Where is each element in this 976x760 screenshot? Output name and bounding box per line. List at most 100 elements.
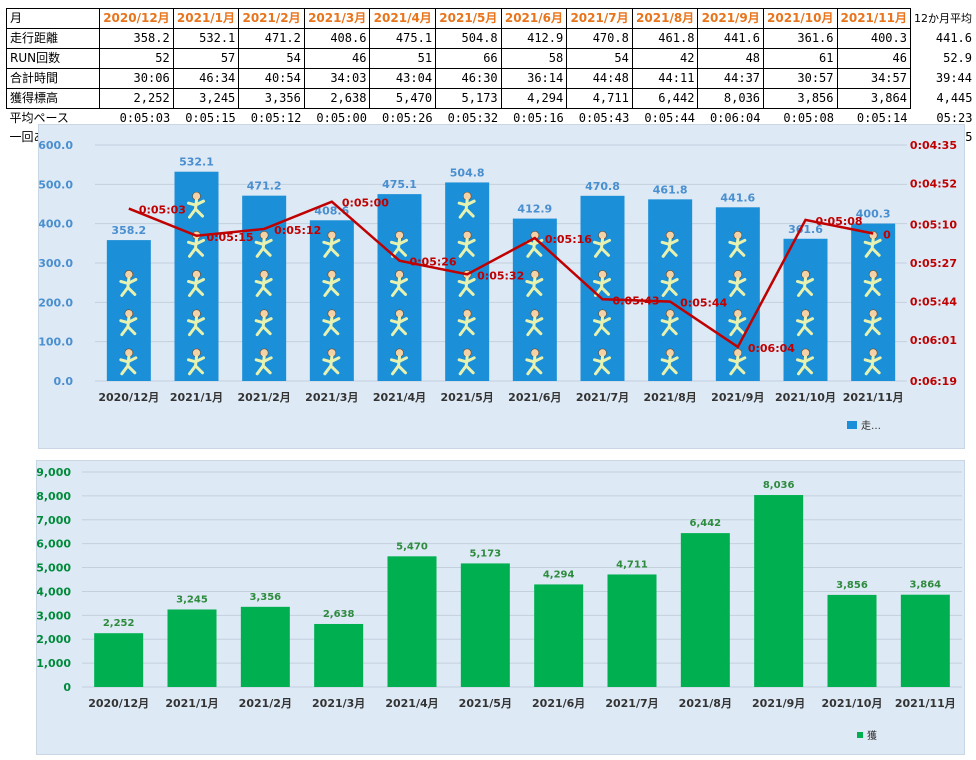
table-cell: 0:05:00	[316, 111, 367, 125]
elevation-bar	[534, 584, 584, 687]
average-cell: 441.6	[935, 31, 972, 45]
runner-body-icon	[457, 198, 476, 219]
x-axis-tick: 2021/1月	[170, 391, 223, 404]
pace-data-label: 0	[883, 229, 891, 242]
x-axis-tick: 2021/11月	[843, 391, 904, 404]
runner-body-icon	[728, 355, 747, 376]
runner-body-icon	[457, 237, 476, 258]
average-header-cell: 12か月平均	[913, 12, 972, 25]
elevation-chart-panel: 0 1,000 2,000 3,000 4,000 5,000 6,000 7,000 8,00…	[36, 460, 965, 755]
x-axis-tick: 2021/10月	[775, 391, 836, 404]
table-cell: 5,173	[435, 88, 502, 109]
pace-data-label: 0:05:00	[342, 197, 389, 210]
distance-data-label: 532.1	[179, 156, 214, 169]
right-axis-tick: 0:06:01	[910, 334, 957, 347]
month-header-cell: 2021/5月	[435, 8, 502, 29]
y-axis-tick: 7,000	[37, 514, 71, 527]
table-cell: 40:54	[238, 68, 305, 89]
table-cell: 0:05:26	[381, 111, 433, 125]
table-row: 走行距離 358.2 532.1 471.2 408.6 475.1 504.8 412.9 4…	[5, 28, 976, 49]
runner-body-icon	[863, 355, 882, 376]
table-cell: 52	[99, 48, 174, 69]
distance-bar	[715, 207, 760, 381]
x-axis-tick: 2021/6月	[532, 697, 585, 710]
pace-data-label: 0:05:15	[207, 231, 254, 244]
month-header-cell: 2021/3月	[303, 8, 371, 29]
month-header-cell: 2021/2月	[238, 8, 305, 29]
distance-bar	[377, 194, 422, 381]
runner-body-icon	[728, 316, 747, 337]
runner-body-icon	[525, 316, 544, 337]
row-label: 合計時間	[5, 68, 101, 89]
x-axis-tick: 2021/8月	[644, 391, 697, 404]
row-label: RUN回数	[5, 48, 101, 69]
table-cell: 36:14	[500, 68, 568, 89]
runner-body-icon	[119, 355, 138, 376]
table-cell: 57	[172, 48, 240, 69]
table-cell: 44:37	[697, 68, 765, 89]
left-axis-tick: 600.0	[39, 139, 73, 152]
row-label: 平均ペース	[9, 111, 69, 125]
elevation-bar	[314, 623, 364, 687]
runner-body-icon	[390, 237, 408, 258]
table-cell: 43:04	[369, 68, 437, 89]
elevation-data-label: 4,294	[543, 569, 575, 580]
table-cell: 408.6	[303, 28, 371, 49]
table-cell: 46	[303, 48, 371, 69]
runner-body-icon	[863, 316, 882, 337]
table-cell: 66	[435, 48, 502, 69]
runner-body-icon	[796, 276, 814, 297]
pace-data-label: 0:05:43	[613, 294, 660, 307]
x-axis-tick: 2021/3月	[312, 697, 365, 710]
x-axis-tick: 2021/9月	[711, 391, 764, 404]
stats-table: 月 2020/12月 2021/1月 2021/2月 2021/3月 2021/4月 202…	[5, 8, 976, 147]
runner-body-icon	[457, 276, 476, 297]
runner-body-icon	[254, 237, 273, 258]
right-axis-tick: 0:04:52	[910, 178, 957, 191]
runner-body-icon	[863, 237, 882, 258]
table-row: 獲得標高 2,252 3,245 3,356 2,638 5,470 5,173 4,294 4…	[5, 88, 976, 109]
left-axis-tick: 100.0	[39, 336, 73, 349]
pace-data-label: 0:05:32	[477, 269, 524, 282]
pace-line	[128, 200, 874, 349]
table-cell: 358.2	[99, 28, 174, 49]
row-label: 走行距離	[5, 28, 101, 49]
table-cell: 504.8	[435, 28, 502, 49]
elevation-data-label: 3,864	[910, 580, 942, 591]
distance-bar	[242, 195, 287, 381]
average-cell: 39:44	[935, 71, 972, 85]
pace-data-label: 0:05:12	[274, 224, 321, 237]
distance-bar	[648, 199, 693, 381]
distance-bar	[851, 223, 896, 381]
x-axis-tick: 2021/9月	[752, 697, 805, 710]
runner-body-icon	[660, 237, 679, 258]
table-row: 平均ペース 0:05:03 0:05:15 0:05:12 0:05:00 0:05:26…	[7, 109, 976, 129]
runner-body-icon	[796, 316, 814, 337]
table-cell: 0:05:43	[578, 111, 630, 125]
runner-body-icon	[863, 276, 882, 297]
elevation-bar	[607, 574, 657, 687]
distance-data-label: 470.8	[585, 180, 620, 193]
runner-body-icon	[187, 237, 205, 258]
month-header-cell: 2021/1月	[172, 8, 240, 29]
runner-body-icon	[119, 316, 138, 337]
elevation-bar	[754, 495, 804, 687]
pace-data-label: 0:05:03	[139, 204, 186, 217]
table-cell: 2,638	[303, 88, 371, 109]
table-cell: 3,856	[763, 88, 838, 109]
table-cell: 361.6	[763, 28, 838, 49]
table-cell: 0:05:32	[447, 111, 499, 125]
elevation-bar	[827, 594, 877, 687]
runner-body-icon	[525, 355, 544, 376]
runner-body-icon	[796, 355, 814, 376]
runner-body-icon	[457, 355, 476, 376]
runner-body-icon	[187, 355, 205, 376]
right-axis-tick: 0:06:19	[910, 375, 957, 388]
table-header-row: 月 2020/12月 2021/1月 2021/2月 2021/3月 2021/4月 202…	[5, 8, 976, 29]
table-cell: 412.9	[500, 28, 568, 49]
distance-data-label: 400.3	[856, 208, 891, 221]
elevation-data-label: 6,442	[690, 518, 722, 529]
table-row: 合計時間 30:06 46:34 40:54 34:03 43:04 46:30 36:14 4…	[5, 68, 976, 89]
distance-bar	[174, 171, 219, 381]
table-cell: 30:57	[763, 68, 838, 89]
